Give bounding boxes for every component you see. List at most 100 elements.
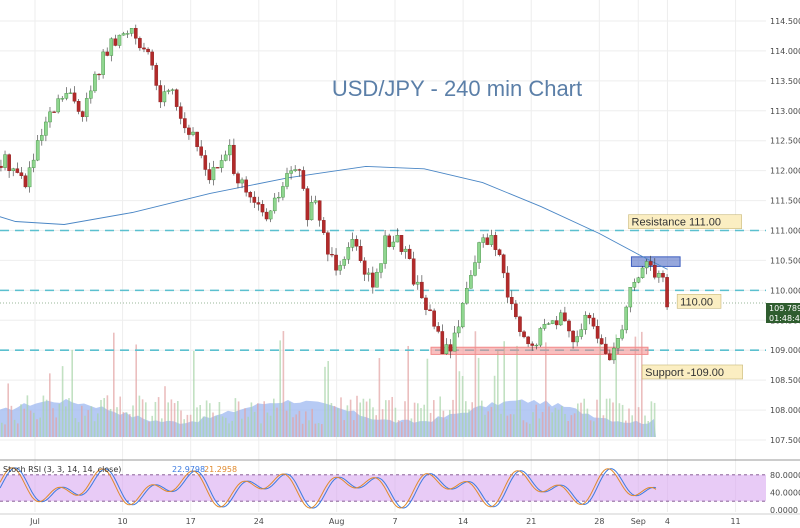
- candle-body: [383, 235, 387, 264]
- time-tick-label: 17: [186, 517, 196, 526]
- candle-body: [93, 73, 97, 92]
- candle-body: [354, 239, 359, 247]
- candle-body: [313, 200, 318, 203]
- volume-bar: [631, 415, 633, 438]
- countdown-value: 01:48:49: [769, 314, 800, 323]
- volume-bar: [439, 396, 441, 438]
- stoch-k-line: [0, 467, 657, 509]
- candle-body: [481, 237, 485, 243]
- volume-bar: [602, 415, 605, 438]
- volume-bar: [362, 398, 365, 438]
- candle-body: [199, 146, 203, 156]
- candle-body: [252, 196, 257, 203]
- candle-body: [546, 323, 551, 325]
- candle-body: [146, 48, 150, 53]
- candle-body: [559, 312, 563, 326]
- volume-bar: [87, 410, 89, 438]
- volume-bar: [250, 402, 253, 438]
- volume-bar: [164, 386, 166, 438]
- volume-bar: [106, 395, 109, 438]
- candle-body: [350, 239, 355, 248]
- price-tick-label: 114.000: [770, 47, 800, 56]
- volume-bar: [570, 415, 573, 438]
- moving-average-line: [0, 165, 668, 270]
- volume-bar: [276, 407, 278, 438]
- volume-bar: [519, 400, 521, 438]
- candle-body: [477, 242, 481, 263]
- candle-body: [567, 320, 571, 332]
- stoch-d-line: [0, 467, 657, 509]
- volume-bar: [490, 406, 493, 438]
- candle-body: [632, 282, 637, 288]
- candle-body: [31, 159, 36, 168]
- candle-body: [40, 135, 44, 141]
- candle-body: [68, 92, 73, 94]
- volume-bar: [205, 400, 208, 438]
- candle-body: [616, 338, 620, 349]
- candle-body: [583, 314, 588, 330]
- volume-bar: [285, 410, 288, 438]
- candle-body: [48, 111, 52, 123]
- volume-bar: [145, 402, 147, 438]
- volume-bar: [532, 412, 534, 438]
- candle-body: [11, 168, 16, 171]
- volume-bar: [81, 405, 83, 438]
- volume-bar: [161, 418, 163, 438]
- candle-body: [514, 303, 518, 318]
- candle-body: [289, 170, 293, 174]
- oscillator-tick-label: 80.0000: [770, 471, 800, 480]
- candle-body: [456, 326, 461, 334]
- time-tick-label: 14: [458, 517, 468, 526]
- volume-bar: [231, 420, 233, 438]
- candlesticks: [0, 24, 669, 364]
- volume-bar: [410, 418, 413, 438]
- volume-bar: [545, 342, 547, 438]
- price-tick-label: 110.500: [770, 256, 800, 265]
- volume-bar: [599, 341, 601, 438]
- volume-bar: [100, 399, 102, 438]
- volume-bar: [567, 421, 569, 438]
- candle-body: [424, 297, 428, 310]
- candle-body: [640, 267, 645, 278]
- volume-bar: [292, 417, 294, 438]
- volume-bar: [167, 402, 169, 438]
- volume-bar: [74, 418, 77, 438]
- volume-bar: [10, 405, 13, 438]
- time-tick-label: Aug: [329, 517, 345, 526]
- time-tick-label: 7: [392, 517, 397, 526]
- candle-body: [563, 312, 567, 322]
- candle-body: [277, 196, 281, 199]
- volume-bar: [135, 344, 137, 438]
- candle-body: [84, 98, 89, 117]
- volume-bar: [477, 357, 480, 438]
- annotation-box: [641, 364, 743, 380]
- volume-bar: [71, 349, 73, 438]
- volume-bar: [228, 423, 230, 438]
- candle-body: [628, 287, 633, 308]
- candle-body: [134, 28, 138, 39]
- volume-bar: [503, 341, 505, 438]
- candle-body: [166, 90, 171, 92]
- volume-bar: [122, 412, 125, 438]
- volume-bar: [628, 408, 630, 438]
- volume-bar: [426, 358, 429, 438]
- volume-bar: [343, 420, 345, 438]
- volume-bar: [641, 331, 643, 438]
- volume-bar: [55, 417, 57, 438]
- volume-bar: [141, 399, 144, 438]
- volume-bar: [471, 402, 473, 438]
- chart-title: USD/JPY - 240 min Chart: [332, 76, 582, 101]
- time-tick-label: 28: [594, 517, 604, 526]
- volume-bar: [433, 400, 435, 438]
- time-tick-label: Sep: [631, 517, 646, 526]
- candle-body: [23, 175, 28, 188]
- support-zone: [430, 346, 649, 355]
- volume-bar: [615, 334, 617, 438]
- candle-body: [203, 155, 208, 170]
- volume-bar: [449, 409, 451, 438]
- price-tick-label: 114.500: [770, 17, 800, 26]
- volume-bar: [311, 408, 313, 438]
- candle-body: [89, 90, 93, 99]
- volume-bar: [525, 422, 528, 438]
